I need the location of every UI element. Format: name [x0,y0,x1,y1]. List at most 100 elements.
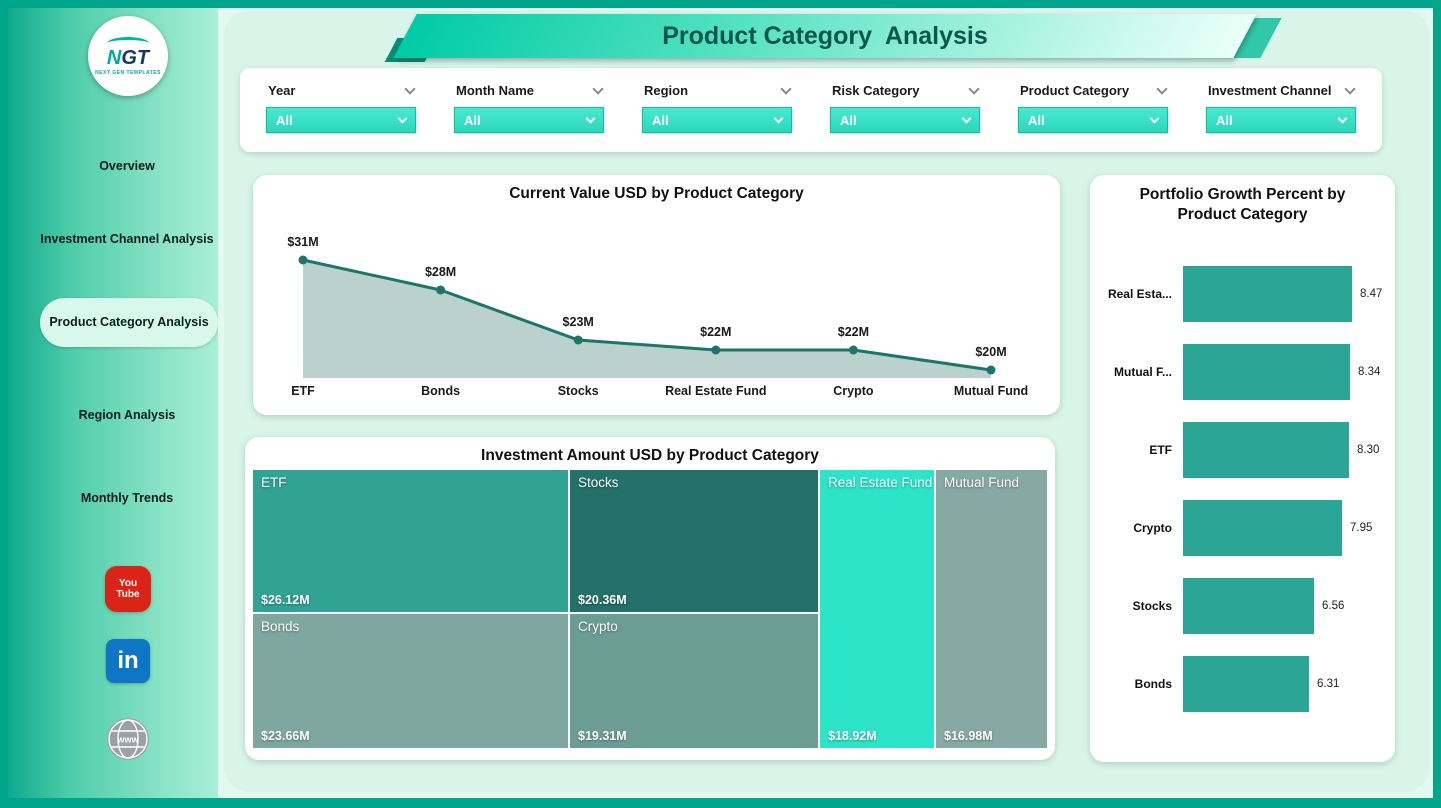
tile-name: Real Estate Fund [828,475,933,490]
investment-amount-treemap-card: Investment Amount USD by Product Categor… [245,437,1055,760]
axis-label: ETF [291,384,315,398]
bar-mutual-f[interactable] [1183,344,1350,400]
tile-value: $20.36M [578,593,627,607]
chevron-down-icon [968,82,980,95]
sidebar-item-overview[interactable]: Overview [99,159,155,173]
filter-risk-category-dropdown[interactable]: All [830,107,980,133]
bar-bonds[interactable] [1183,656,1309,712]
youtube-icon[interactable]: You Tube [105,566,151,612]
tile-value: $23.66M [261,729,310,743]
filter-year-dropdown[interactable]: All [266,107,416,133]
sidebar-item-investment-channel-analysis[interactable]: Investment Channel Analysis [40,232,214,246]
dropdown-value: All [840,112,857,128]
chevron-down-icon [780,82,792,95]
data-label: $31M [287,235,318,249]
area-fill [303,260,991,378]
bar-crypto[interactable] [1183,500,1342,556]
data-point-crypto[interactable] [848,345,858,355]
current-value-chart-card: Current Value USD by Product Category $3… [253,175,1060,415]
treemap-tile-real-estate-fund[interactable]: Real Estate Fund $18.92M [820,470,934,748]
filter-label: Region [644,83,689,98]
treemap-tile-bonds[interactable]: Bonds $23.66M [253,614,568,748]
dropdown-value: All [276,112,293,128]
data-label: $22M [838,325,869,339]
filter-risk-category-header[interactable]: Risk Category [830,82,980,98]
data-label: $20M [975,345,1006,359]
axis-label: Stocks [558,384,599,398]
data-point-mutual-fund[interactable] [986,365,996,375]
data-point-real-estate-fund[interactable] [711,345,721,355]
data-point-bonds[interactable] [436,285,446,295]
data-label: $22M [700,325,731,339]
page-title: Product Category Analysis [662,21,988,50]
website-globe-icon[interactable]: www [106,717,150,761]
bar-real-esta[interactable] [1183,266,1352,322]
logo-swoosh-icon [107,36,149,50]
axis-label: Crypto [833,384,874,398]
bar-value-label: 6.56 [1322,600,1345,612]
axis-label: Mutual Fund [954,384,1028,398]
filter-bar: Year All Month Name All [240,68,1382,152]
filter-label: Month Name [456,83,534,98]
bar-category-label: Stocks [1132,599,1172,613]
chevron-down-icon [585,113,596,123]
tile-value: $18.92M [828,729,877,743]
data-label: $28M [425,265,456,279]
chevron-down-icon [592,82,604,95]
bar-value-label: 8.47 [1360,288,1383,300]
youtube-text-top: You [118,578,138,589]
filter-label: Year [268,83,296,98]
filter-year-header[interactable]: Year [266,82,416,98]
globe-www-text: www [116,735,139,745]
bar-value-label: 8.34 [1358,366,1381,378]
bar-stocks[interactable] [1183,578,1314,634]
axis-label: Real Estate Fund [665,384,766,398]
chevron-down-icon [961,113,972,123]
chart-title: Portfolio Growth Percent by Product Cate… [1139,186,1346,223]
filter-month-name: Month Name All [454,82,604,152]
sidebar-item-product-category-analysis[interactable]: Product Category Analysis [40,298,218,347]
filter-region-dropdown[interactable]: All [642,107,792,133]
bar-category-label: Crypto [1133,521,1172,535]
tile-value: $19.31M [578,729,627,743]
bar-value-label: 7.95 [1350,522,1373,534]
filter-product-category-header[interactable]: Product Category [1018,82,1168,98]
sidebar-item-monthly-trends[interactable]: Monthly Trends [80,491,174,505]
treemap-tile-etf[interactable]: ETF $26.12M [253,470,568,612]
sidebar-item-region-analysis[interactable]: Region Analysis [78,408,176,422]
data-point-stocks[interactable] [573,335,583,345]
chart-title: Investment Amount USD by Product Categor… [481,447,819,464]
filter-investment-channel-dropdown[interactable]: All [1206,107,1356,133]
dropdown-value: All [464,112,481,128]
chevron-down-icon [397,113,408,123]
filter-investment-channel-header[interactable]: Investment Channel [1206,82,1356,98]
treemap-tile-stocks[interactable]: Stocks $20.36M [570,470,818,612]
chevron-down-icon [773,113,784,123]
treemap-chart: ETF $26.12M Stocks $20.36M Real Estate Fund $… [253,470,1047,748]
title-banner: Product Category Analysis [384,14,1282,62]
chevron-down-icon [1344,82,1356,95]
tile-name: Bonds [261,619,300,634]
tile-name: Mutual Fund [944,475,1020,490]
filter-product-category-dropdown[interactable]: All [1018,107,1168,133]
bar-category-label: ETF [1149,443,1172,457]
chevron-down-icon [1156,82,1168,95]
logo-letters-gt: GT [121,46,150,69]
linkedin-icon[interactable]: in [106,639,150,683]
filter-month-name-dropdown[interactable]: All [454,107,604,133]
data-point-etf[interactable] [298,255,308,265]
filter-month-name-header[interactable]: Month Name [454,82,604,98]
filter-label: Risk Category [832,83,920,98]
treemap-tile-mutual-fund[interactable]: Mutual Fund $16.98M [936,470,1047,748]
logo: NGT NEXT GEN TEMPLATES [88,16,168,96]
logo-letter-n: N [106,46,122,69]
filter-region-header[interactable]: Region [642,82,792,98]
filter-label: Investment Channel [1208,83,1332,98]
globe-graphic: www [107,718,149,760]
bar-etf[interactable] [1183,422,1349,478]
linkedin-text: in [117,647,139,674]
bar-category-label: Mutual F... [1114,365,1172,379]
treemap-tile-crypto[interactable]: Crypto $19.31M [570,614,818,748]
dropdown-value: All [1028,112,1045,128]
area-chart[interactable]: $31M ETF $28M Bonds $23M Stocks $22M Real Estat… [253,205,1060,410]
